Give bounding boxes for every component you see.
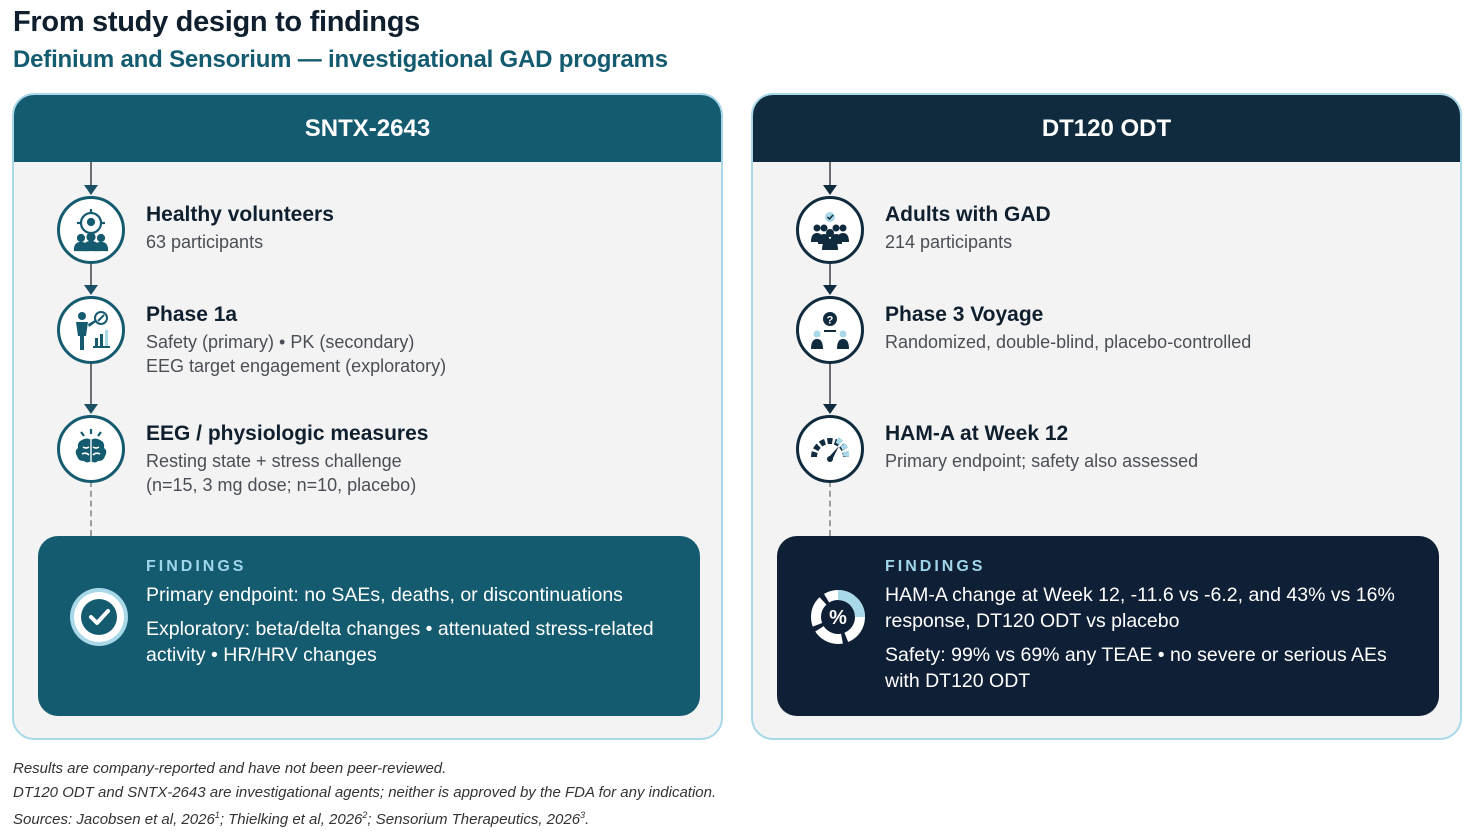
connector-line bbox=[829, 261, 831, 287]
footnote-line: Results are company-reported and have no… bbox=[13, 760, 447, 777]
panel-header: DT120 ODT bbox=[753, 95, 1460, 162]
findings-label: FINDINGS bbox=[146, 558, 247, 575]
question-people-icon: ? bbox=[796, 296, 864, 364]
step-detail: Resting state + stress challenge bbox=[146, 451, 402, 471]
connector-line bbox=[90, 361, 92, 407]
step-adults-gad: Adults with GAD 214 participants bbox=[885, 203, 1445, 254]
source-text: . bbox=[585, 811, 590, 828]
connector-line bbox=[90, 261, 92, 287]
step-detail: 63 participants bbox=[146, 232, 264, 252]
connector-line bbox=[90, 162, 92, 188]
step-title: Phase 3 Voyage bbox=[885, 303, 1044, 326]
source-text: ; Sensorium Therapeutics, 2026 bbox=[367, 811, 581, 828]
program-panel-dt120: DT120 ODT Adults with GAD 214 participan… bbox=[751, 93, 1462, 740]
target-group-icon bbox=[57, 196, 125, 264]
step-title: Phase 1a bbox=[146, 303, 238, 326]
source-superscript: 3 bbox=[580, 810, 586, 820]
check-circle-icon bbox=[70, 588, 128, 646]
step-phase-1a: Phase 1a Safety (primary) • PK (secondar… bbox=[146, 303, 706, 378]
step-detail: EEG target engagement (exploratory) bbox=[146, 356, 447, 376]
source-superscript: 1 bbox=[214, 810, 220, 820]
findings-box: % FINDINGS HAM-A change at Week 12, -11.… bbox=[777, 536, 1439, 716]
finding-efficacy: HAM-A change at Week 12, -11.6 vs -6.2, … bbox=[885, 584, 1395, 632]
svg-text:?: ? bbox=[827, 315, 834, 327]
findings-text: Primary endpoint: no SAEs, deaths, or di… bbox=[146, 582, 686, 676]
step-phase-3-voyage: Phase 3 Voyage Randomized, double-blind,… bbox=[885, 303, 1445, 354]
arrow-down-icon bbox=[84, 404, 98, 414]
panel-header: SNTX-2643 bbox=[14, 95, 721, 162]
step-title: Healthy volunteers bbox=[146, 203, 334, 226]
people-group-icon bbox=[796, 196, 864, 264]
footnote-sources: Sources: Jacobsen et al, 20261; Thielkin… bbox=[13, 804, 716, 832]
source-text: Sources: Jacobsen et al, 2026 bbox=[13, 811, 215, 828]
findings-box: FINDINGS Primary endpoint: no SAEs, deat… bbox=[38, 536, 700, 716]
connector-line bbox=[829, 361, 831, 407]
step-detail: 214 participants bbox=[885, 232, 1013, 252]
clinician-chart-icon bbox=[57, 296, 125, 364]
step-healthy-volunteers: Healthy volunteers 63 participants bbox=[146, 203, 706, 254]
findings-text: HAM-A change at Week 12, -11.6 vs -6.2, … bbox=[885, 582, 1425, 702]
step-title: Adults with GAD bbox=[885, 203, 1051, 226]
arrow-down-icon bbox=[823, 185, 837, 195]
percent-donut-icon: % bbox=[811, 590, 865, 644]
connector-dashed-line bbox=[829, 481, 831, 536]
program-panel-sntx: SNTX-2643 Healthy volunteers 63 particip… bbox=[12, 93, 723, 740]
page-title: From study design to findings bbox=[13, 6, 420, 38]
step-eeg-measures: EEG / physiologic measures Resting state… bbox=[146, 422, 706, 497]
arrow-down-icon bbox=[823, 285, 837, 295]
findings-label: FINDINGS bbox=[885, 558, 986, 575]
arrow-down-icon bbox=[823, 404, 837, 414]
step-detail: Randomized, double-blind, placebo-contro… bbox=[885, 332, 1252, 352]
finding-safety: Safety: 99% vs 69% any TEAE • no severe … bbox=[885, 644, 1387, 692]
finding-exploratory: Exploratory: beta/delta changes • attenu… bbox=[146, 618, 654, 666]
page-subtitle: Definium and Sensorium — investigational… bbox=[13, 46, 668, 73]
footnote-line: DT120 ODT and SNTX-2643 are investigatio… bbox=[13, 783, 717, 801]
step-detail: Primary endpoint; safety also assessed bbox=[885, 451, 1199, 471]
footnotes: Results are company-reported and have no… bbox=[13, 757, 716, 832]
step-detail: Safety (primary) • PK (secondary) bbox=[146, 332, 415, 352]
step-title: EEG / physiologic measures bbox=[146, 422, 429, 445]
source-text: ; Thielking et al, 2026 bbox=[219, 811, 363, 828]
step-ham-a: HAM-A at Week 12 Primary endpoint; safet… bbox=[885, 422, 1445, 473]
svg-text:%: % bbox=[829, 607, 847, 629]
arrow-down-icon bbox=[84, 185, 98, 195]
gauge-icon bbox=[796, 415, 864, 483]
step-detail: (n=15, 3 mg dose; n=10, placebo) bbox=[146, 475, 417, 495]
finding-primary: Primary endpoint: no SAEs, deaths, or di… bbox=[146, 584, 623, 606]
connector-line bbox=[829, 162, 831, 188]
connector-dashed-line bbox=[90, 481, 92, 536]
step-title: HAM-A at Week 12 bbox=[885, 422, 1069, 445]
source-superscript: 2 bbox=[362, 810, 368, 820]
arrow-down-icon bbox=[84, 285, 98, 295]
brain-icon bbox=[57, 415, 125, 483]
